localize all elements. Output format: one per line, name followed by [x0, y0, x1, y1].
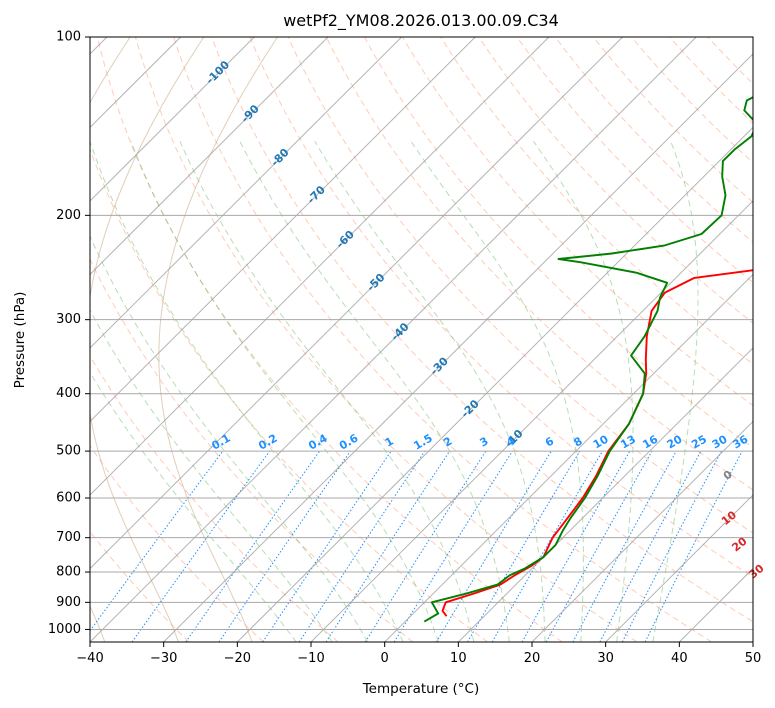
mixing-ratio-line-6: [325, 450, 451, 642]
x-tick-label: −10: [297, 651, 324, 666]
y-tick-label: 100: [56, 30, 81, 45]
dry-adiabat-6: [134, 37, 638, 642]
mixing-ratio-line-9: [435, 450, 552, 642]
dry-adiabat-5: [96, 37, 563, 642]
isotherm-13: [310, 200, 753, 642]
y-tick-label: 1000: [48, 622, 81, 637]
dry-adiabat-11: [325, 37, 753, 491]
isotherm-9: [90, 37, 623, 570]
mixing-ratio-line-1: [131, 450, 271, 642]
isotherm-17: [605, 494, 753, 642]
y-tick-label: 900: [56, 595, 81, 610]
isotherm-12: [236, 126, 753, 642]
isohume-line-3: [158, 37, 278, 642]
chart-title: wetPf2_YM08.2026.013.00.09.C34: [283, 11, 559, 31]
dry-adiabat-16: [516, 37, 753, 284]
profile-lines: [423, 96, 753, 623]
gridlines: [90, 37, 753, 642]
mixing-ratio-line-17: [644, 450, 743, 642]
mixing-ratio-line-8: [393, 450, 513, 642]
isotherm-10: [90, 37, 697, 642]
wetbulb-label: 40: [773, 583, 775, 603]
mixing-ratio-line-5: [298, 450, 426, 642]
dry-adiabat-3: [90, 258, 414, 642]
x-tick-label: −40: [76, 651, 103, 666]
isotherm-11: [163, 53, 753, 642]
isotherm-14: [384, 273, 753, 642]
mixing-ratio-line-3: [218, 450, 351, 642]
x-tick-label: −30: [150, 651, 177, 666]
y-axis-label: Pressure (hPa): [12, 292, 28, 389]
dry-adiabat-10: [287, 37, 753, 534]
x-tick-label: 30: [597, 651, 614, 666]
dry-adiabat-1: [90, 445, 264, 642]
dry-adiabat-9: [249, 37, 753, 578]
isotherm-15: [457, 347, 753, 642]
mixing-ratio-line-7: [364, 450, 487, 642]
y-tick-label: 500: [56, 444, 81, 459]
isotherm-7: [90, 37, 476, 423]
isotherm-6: [90, 37, 402, 349]
x-tick-label: 20: [524, 651, 541, 666]
axes: −40 −30 −20 −10 0 10 20 30 40 50 100 200 300 400 500 60…: [48, 30, 761, 667]
y-tick-label: 400: [56, 386, 81, 401]
mixing-ratio-line-15: [599, 450, 702, 642]
isotherm-8: [90, 37, 550, 496]
isotherm-5: [90, 37, 329, 276]
mixing-ratio-line-13: [545, 450, 653, 642]
isotherm-16: [531, 420, 753, 642]
y-tick-label: 200: [56, 208, 81, 223]
isotherm-4: [90, 37, 255, 202]
dry-adiabat-8: [211, 37, 753, 623]
isohume-line-2: [90, 37, 205, 642]
mixing-ratio-line-2: [185, 450, 321, 642]
plot-frame: [89, 36, 754, 643]
x-tick-label: 40: [671, 651, 688, 666]
x-axis-label: Temperature (°C): [362, 681, 480, 697]
mixing-ratio-line-0: [90, 450, 224, 632]
dewpoint-profile: [423, 96, 753, 623]
y-tick-label: 700: [56, 530, 81, 545]
x-tick-label: −20: [224, 651, 251, 666]
mixing-ratio-line-4: [262, 450, 392, 642]
mixing-ratio-line-14: [572, 450, 677, 642]
isotherm-19: [752, 641, 753, 642]
x-tick-label: 10: [450, 651, 467, 666]
y-tick-label: 300: [56, 312, 81, 327]
mixing-ratio-line-16: [621, 450, 722, 642]
y-tick-label: 600: [56, 491, 81, 506]
isohume-line-0: [0, 37, 57, 642]
x-tick-label: 0: [381, 651, 389, 666]
mixing-ratio-line-12: [521, 450, 631, 642]
y-tick-label: 800: [56, 565, 81, 580]
dry-adiabat-7: [173, 37, 712, 642]
x-tick-label: 50: [745, 651, 762, 666]
